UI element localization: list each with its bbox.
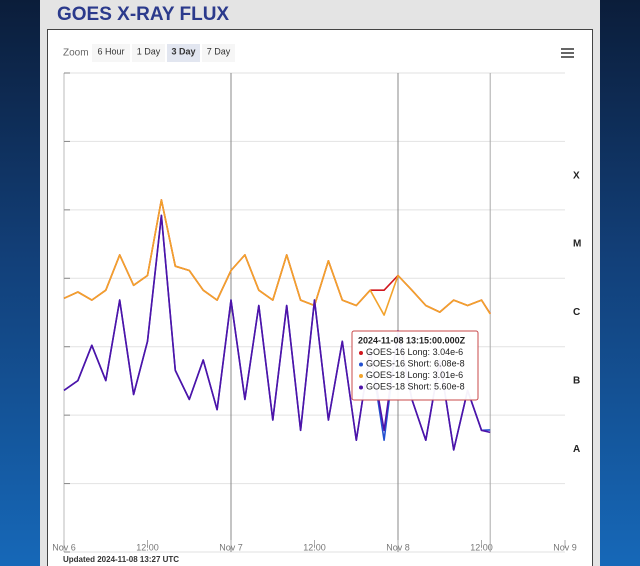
tooltip-series: GOES-18 Short	[366, 382, 430, 392]
tooltip-dot	[359, 362, 363, 367]
tooltip-entry: GOES-16 Long: 3.04e-6	[366, 347, 463, 357]
tooltip-value: 6.08e-8	[434, 359, 465, 369]
chart-box	[47, 29, 593, 566]
menu-bar	[561, 52, 574, 54]
tooltip-series: GOES-18 Long	[366, 370, 428, 380]
tooltip-dot	[359, 351, 363, 355]
class-label: B	[573, 376, 580, 387]
tooltip-dot	[359, 374, 363, 378]
zoom-button[interactable]	[202, 44, 235, 62]
menu-icon[interactable]	[561, 48, 574, 58]
tooltip-value: 3.01e-6	[433, 370, 464, 380]
x-tick-label: Nov 9	[553, 542, 577, 552]
zoom-button[interactable]	[132, 44, 165, 62]
tooltip-dot	[359, 385, 363, 390]
series-line	[63, 214, 491, 451]
zoom-button-label: 6 Hour	[97, 46, 124, 56]
chart-title: GOES X-RAY FLUX	[57, 4, 229, 25]
tooltip-entry: GOES-18 Short: 5.60e-8	[366, 382, 465, 392]
class-label: M	[573, 239, 581, 250]
tooltip-series: GOES-16 Short	[366, 359, 430, 369]
menu-bar	[561, 56, 574, 58]
x-tick-label: Nov 7	[219, 542, 243, 552]
class-label: A	[573, 444, 580, 455]
tooltip-title: 2024-11-08 13:15:00.000Z	[358, 335, 466, 345]
tooltip: 2024-11-08 13:15:00.000Z GOES-16 Long: 3.…	[351, 330, 479, 401]
x-tick-label: Nov 6	[52, 542, 76, 552]
tooltip-entry: GOES-16 Short: 6.08e-8	[366, 359, 465, 369]
series-line	[63, 199, 491, 315]
zoom-button[interactable]	[167, 44, 200, 62]
tooltip-sep: :	[428, 347, 433, 357]
tooltip-sep: :	[428, 370, 433, 380]
zoom-label: Zoom	[63, 48, 89, 59]
series-line	[63, 199, 491, 316]
tooltip-entry: GOES-18 Long: 3.01e-6	[366, 370, 463, 380]
tooltip-sep: :	[429, 382, 434, 392]
tooltip-box	[351, 330, 479, 401]
x-tick-label: Nov 8	[386, 542, 410, 552]
tooltip-value: 5.60e-8	[434, 382, 465, 392]
tooltip-value: 3.04e-6	[433, 347, 464, 357]
x-tick-label: 12:00	[136, 542, 159, 552]
zoom-button-label: 1 Day	[137, 46, 161, 56]
class-label: C	[573, 307, 580, 318]
x-tick-label: 12:00	[303, 542, 326, 552]
updated: Updated 2024-11-08 13:27 UTC	[63, 555, 179, 564]
menu-bar	[561, 48, 574, 50]
zoom-button-label: 7 Day	[207, 46, 231, 56]
class-label: X	[573, 170, 580, 181]
zoom-button[interactable]	[92, 44, 130, 62]
x-tick-label: 12:00	[470, 542, 493, 552]
tooltip-series: GOES-16 Long	[366, 347, 428, 357]
tooltip-sep: :	[429, 359, 434, 369]
zoom-button-label: 3 Day	[171, 46, 195, 56]
